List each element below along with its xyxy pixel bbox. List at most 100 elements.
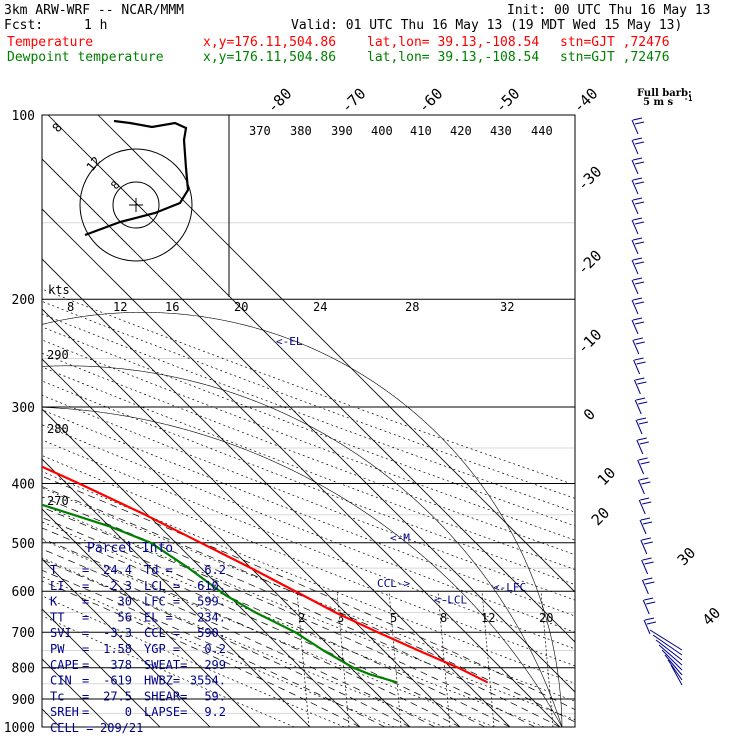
dry-adiabat-line: [42, 409, 575, 617]
dry-adiabat-label: 270: [47, 494, 69, 508]
temperature-legend-xy: x,y=176.11,504.86: [203, 35, 337, 50]
moist-adiabat-line: [42, 538, 461, 727]
parcel-row-equals: =: [82, 595, 89, 609]
wind-barb: [633, 379, 641, 395]
wind-barb-flag: [639, 441, 649, 445]
hodograph-inner-label-12: 12: [84, 154, 104, 174]
valid-time: Valid: 01 UTC Thu 16 May 13 (19 MDT Wed …: [291, 18, 683, 33]
isotherm-line: [97, 115, 575, 593]
hodograph-units-label: kts: [48, 283, 70, 297]
parcel-row-label: SREH: [50, 705, 79, 719]
parcel-row-equals: =: [82, 563, 89, 577]
parcel-row-value: 27.5: [103, 689, 132, 703]
isotherm-label: -80: [264, 85, 296, 117]
dry-adiabat-line: [42, 301, 575, 499]
wind-barb: [631, 239, 639, 255]
wind-barb-flag: [641, 537, 651, 541]
wind-barb-flag: [638, 401, 648, 405]
parcel-row-label: CIN: [50, 674, 72, 688]
hodograph-speed-label: 20: [234, 300, 248, 314]
wind-barb-low: [670, 664, 683, 686]
parcel-row-value: -3.3: [103, 626, 132, 640]
hodograph-ring-arc: [42, 407, 563, 727]
theta-label: 390: [331, 124, 353, 138]
hodograph-ring-outer: [79, 148, 193, 262]
init-time: Init: 00 UTC Thu 16 May 13: [507, 3, 711, 18]
hodograph-trace: [84, 119, 190, 237]
wind-barb: [631, 179, 639, 195]
wind-barb-flag: [642, 557, 652, 561]
temperature-point: [376, 631, 379, 633]
hodograph-speed-label: 32: [500, 300, 514, 314]
mixing-ratio-line: [296, 591, 310, 727]
wind-barb: [640, 539, 648, 555]
dewpoint-point: [187, 567, 190, 569]
hodograph-ring-arc: [42, 365, 563, 727]
parcel-row-label-2: HWBZ=: [144, 674, 180, 688]
wind-barb-low: [655, 639, 683, 661]
parcel-row-label-2: CCL =: [144, 626, 180, 640]
hodograph-inner-label-8b: 8: [108, 178, 122, 191]
moist-adiabat-line: [42, 506, 536, 727]
barb-legend-title: Full barb:: [637, 88, 692, 99]
wind-barb-flag: [638, 421, 649, 425]
isotherm-label: 0: [580, 405, 599, 424]
wind-barb-flag: [632, 297, 643, 301]
temperature-point: [457, 666, 460, 669]
level-marker-label: <-EL: [276, 335, 303, 348]
temperature-point: [302, 594, 305, 597]
parcel-row-value-2: 0.2: [204, 642, 226, 656]
parcel-row-label: LI: [50, 579, 64, 593]
moist-adiabat-line: [42, 527, 486, 727]
mixing-ratio-label: 3: [337, 611, 344, 625]
parcel-row-equals: =: [82, 642, 89, 656]
wind-barb: [631, 139, 639, 155]
mixing-ratio-line: [540, 591, 554, 727]
wind-barb: [636, 439, 644, 455]
parcel-info-title: Parcel Info: [87, 541, 173, 556]
wind-barb: [631, 259, 639, 275]
moist-adiabat-line: [42, 486, 575, 723]
forecast-label: Fcst:: [4, 18, 44, 33]
isotherm-label: -40: [570, 85, 602, 117]
parcel-row-equals: =: [82, 689, 89, 703]
wind-barb-flag: [641, 481, 651, 485]
mixing-ratio-label: 12: [481, 611, 495, 625]
temperature-legend-station: stn=GJT ,72476: [560, 35, 670, 50]
wind-barb-flag: [643, 541, 653, 545]
parcel-row-label: TT: [50, 610, 64, 624]
parcel-row-value: 24.4: [103, 563, 132, 577]
level-marker-label: CCL->: [377, 577, 410, 590]
parcel-row-label-2: YGP =: [144, 642, 180, 656]
wind-barb: [631, 159, 639, 175]
wind-barb-flag: [640, 517, 651, 521]
dewpoint-point: [35, 502, 37, 504]
wind-barb-flag: [632, 257, 643, 261]
parcel-row-value-2: 234.: [197, 610, 226, 624]
wind-barb-flag: [637, 437, 647, 441]
parcel-row-equals: =: [82, 658, 89, 672]
mixing-ratio-line: [437, 591, 451, 727]
pressure-tick-label: 1000: [4, 721, 35, 736]
forecast-value: 1 h: [84, 18, 108, 33]
parcel-row-value: -2.3: [103, 579, 132, 593]
wind-barb-flag: [634, 161, 645, 165]
parcel-row-label-2: SWEAT=: [144, 658, 187, 672]
isotherm-label: -30: [574, 163, 606, 195]
wind-barb-flag: [642, 501, 652, 505]
parcel-row-label-2: LFC =: [144, 595, 180, 609]
wind-barb-flag: [640, 497, 650, 501]
dry-adiabat-line: [42, 595, 345, 727]
temperature-profile-line: [42, 465, 488, 684]
isotherm-label: 20: [588, 504, 614, 530]
moist-adiabat-line: [42, 580, 361, 727]
parcel-cell-label: CELL =: [50, 721, 93, 735]
wind-barb-flag: [632, 317, 643, 321]
mixing-ratio-label: 2: [298, 611, 305, 625]
wind-barb-flag: [632, 137, 643, 141]
parcel-row-equals: =: [82, 626, 89, 640]
parcel-row-equals: =: [82, 674, 89, 688]
dry-adiabat-line: [42, 521, 545, 727]
dewpoint-legend-xy: x,y=176.11,504.86: [203, 50, 337, 65]
wind-barb-flag: [632, 277, 643, 281]
